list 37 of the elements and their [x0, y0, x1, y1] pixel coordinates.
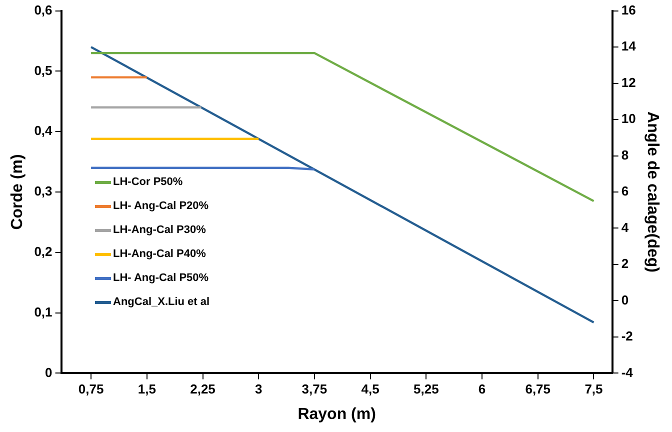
- y2-axis-title: Angle de calage(deg): [644, 112, 661, 272]
- y-tick-label: 0,4: [34, 123, 54, 138]
- x-tick-label: 1,5: [138, 382, 156, 397]
- x-tick-label: 4,5: [361, 382, 380, 397]
- y2-tick-label: 4: [621, 220, 630, 235]
- legend-label: LH-Ang-Cal P30%: [113, 224, 206, 236]
- y2-tick-label: 16: [621, 2, 636, 18]
- x-tick-label: 6,75: [525, 382, 551, 397]
- x-tick-label: 3: [254, 382, 262, 397]
- y-tick-label: 0,3: [34, 184, 52, 199]
- legend-label: AngCal_X.Liu et al: [113, 296, 210, 308]
- y-tick-label: 0,2: [34, 244, 52, 259]
- y2-tick-label: 14: [621, 38, 637, 54]
- y2-tick-label: -4: [621, 364, 634, 380]
- y-tick-label: 0,5: [34, 62, 52, 78]
- x-tick-label: 6: [478, 382, 486, 397]
- x-tick-label: 3,75: [302, 382, 328, 397]
- y2-tick-label: 0: [621, 292, 629, 308]
- y-tick-label: 0,6: [34, 2, 52, 18]
- x-tick-label: 0,75: [78, 382, 104, 397]
- y2-tick-label: 10: [621, 111, 636, 126]
- x-tick-label: 2,25: [190, 382, 216, 397]
- x-tick-label: 5,25: [414, 382, 439, 397]
- y-tick-label: 0: [45, 364, 52, 380]
- legend-label: LH-Cor P50%: [113, 176, 183, 188]
- x-axis-title: Rayon (m): [298, 406, 376, 423]
- legend-label: LH-Ang-Cal P40%: [113, 248, 206, 260]
- y-tick-label: 0,1: [34, 304, 52, 320]
- y2-tick-label: 12: [621, 74, 636, 90]
- legend-label: LH- Ang-Cal P50%: [113, 272, 209, 284]
- y2-tick-label: 2: [621, 256, 629, 272]
- y2-tick-label: 8: [621, 147, 629, 162]
- x-tick-label: 7,5: [584, 382, 603, 397]
- y2-tick-label: -2: [621, 328, 633, 344]
- y-axis-title: Corde (m): [9, 154, 26, 230]
- y2-tick-label: 6: [621, 184, 629, 199]
- legend-label: LH- Ang-Cal P20%: [113, 200, 209, 212]
